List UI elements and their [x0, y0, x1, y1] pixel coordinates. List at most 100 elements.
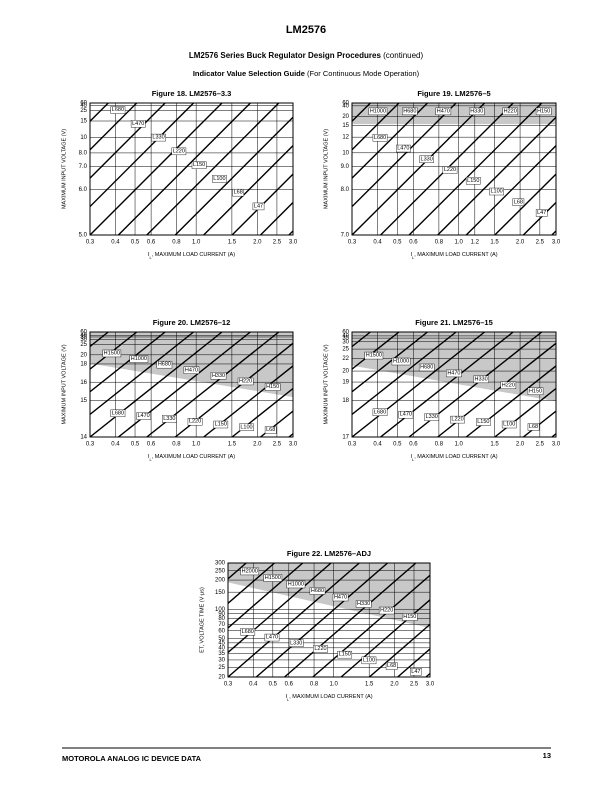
- plot-frame: [351, 331, 557, 438]
- diagonal: [408, 103, 543, 235]
- region-label-box: [210, 372, 227, 380]
- x-tick-label: 1.5: [365, 682, 374, 688]
- x-tick-label: 0.3: [224, 682, 233, 688]
- y-axis-label: ET, VOLTAGE TIME (V·μs): [199, 587, 205, 653]
- diagonal: [255, 563, 389, 677]
- x-axis-label-rest: , MAXIMUM LOAD CURRENT (A): [152, 454, 235, 460]
- y-tick-label: 15: [342, 123, 349, 129]
- y-axis-label: MAXIMUM INPUT VOLTAGE (V): [323, 129, 329, 209]
- region-label: L470: [400, 412, 412, 418]
- plot-frame: [351, 102, 557, 236]
- region-label: H680: [311, 588, 324, 594]
- region-label: L68: [387, 663, 396, 669]
- x-tick-label: 0.6: [147, 240, 156, 246]
- y-tick-label: 35: [80, 335, 87, 341]
- x-tick-label: 1.5: [490, 442, 499, 448]
- x-tick-label: 2.5: [273, 240, 282, 246]
- x-tick-label: 2.5: [410, 682, 419, 688]
- y-tick-label: 8.0: [341, 187, 350, 193]
- region-label-box: [501, 420, 517, 429]
- region-label: H330: [357, 601, 370, 607]
- x-tick-label: 3.0: [289, 442, 298, 448]
- region-label: L330: [421, 156, 433, 162]
- region-label: L150: [467, 178, 479, 184]
- region-label-box: [332, 593, 349, 602]
- diagonal: [312, 574, 430, 677]
- y-tick-label: 15: [80, 119, 87, 125]
- region-label: L220: [451, 417, 463, 423]
- region-label: H1500: [265, 575, 281, 581]
- region-label-box: [500, 381, 517, 390]
- y-tick-label: 25: [218, 665, 225, 671]
- diagonal: [228, 563, 304, 629]
- region-label: L330: [426, 414, 438, 420]
- x-axis-label-sub: L: [149, 457, 152, 462]
- region-label: L680: [112, 107, 124, 113]
- diagonal: [203, 144, 293, 235]
- diagonal: [90, 103, 109, 123]
- region-label: H330: [470, 108, 483, 114]
- region-label-box: [187, 418, 203, 426]
- y-tick-label: 80: [218, 616, 225, 622]
- region-label: H470: [185, 367, 198, 373]
- x-tick-label: 0.4: [373, 240, 382, 246]
- y-tick-label: 30: [218, 658, 225, 664]
- region-label: L100: [213, 176, 225, 182]
- diagonal: [352, 103, 457, 208]
- diagonal: [352, 103, 486, 235]
- x-tick-label: 2.0: [390, 682, 399, 688]
- region-label-box: [288, 639, 304, 647]
- y-tick-label: 9.0: [341, 164, 350, 170]
- region-label: H2000: [242, 568, 258, 574]
- y-tick-label: 60: [80, 330, 87, 336]
- diagonal: [368, 623, 430, 677]
- x-tick-label: 0.8: [172, 240, 181, 246]
- figure-title: Figure 20. LM2576–12: [153, 318, 231, 327]
- region-label-box: [151, 133, 166, 142]
- region-label: L680: [374, 409, 386, 415]
- region-label-box: [435, 107, 452, 116]
- figure-title: Figure 22. LM2576–ADJ: [287, 549, 371, 558]
- y-tick-label: 20: [342, 369, 349, 375]
- diagonal: [522, 410, 556, 437]
- x-tick-label: 2.0: [253, 240, 262, 246]
- x-tick-label: 0.4: [111, 240, 120, 246]
- y-tick-label: 300: [215, 561, 226, 567]
- x-axis-label-main: I: [148, 252, 150, 258]
- subtitle: LM2576 Series Buck Regulator Design Proc…: [189, 51, 424, 60]
- x-axis-label: IL, MAXIMUM LOAD CURRENT (A): [148, 252, 235, 259]
- y-tick-label: 40: [80, 103, 87, 109]
- region-label-box: [372, 408, 388, 416]
- y-tick-label: 250: [215, 568, 226, 574]
- y-tick-label: 19: [342, 380, 349, 386]
- y-tick-label: 6.0: [79, 187, 88, 193]
- region-label: H680: [158, 362, 171, 368]
- subtitle-main: LM2576 Series Buck Regulator Design Proc…: [189, 51, 382, 60]
- region-label-box: [162, 415, 177, 423]
- x-tick-label: 0.8: [172, 442, 181, 448]
- y-tick-label: 7.0: [341, 233, 350, 239]
- diagonal: [228, 563, 247, 580]
- y-tick-label: 25: [342, 347, 349, 353]
- region-label-box: [213, 420, 229, 429]
- region-label-box: [237, 377, 254, 386]
- region-label-box: [402, 613, 418, 621]
- x-tick-label: 1.0: [192, 240, 201, 246]
- region-label-box: [476, 418, 491, 426]
- x-tick-label: 0.6: [147, 442, 156, 448]
- region-label: H150: [403, 614, 416, 620]
- diagonal: [551, 432, 556, 437]
- x-axis-label-main: I: [410, 454, 412, 460]
- region-label-box: [129, 355, 149, 363]
- x-axis-label-rest: , MAXIMUM LOAD CURRENT (A): [289, 694, 372, 700]
- x-axis-label-sub: L: [287, 697, 290, 702]
- y-tick-label: 16: [80, 380, 87, 386]
- region-label-box: [239, 423, 254, 432]
- region-label-box: [372, 134, 388, 142]
- region-label: H330: [475, 376, 488, 382]
- diagonal: [465, 144, 556, 235]
- x-axis-label-rest: , MAXIMUM LOAD CURRENT (A): [414, 252, 497, 258]
- y-tick-label: 35: [342, 336, 349, 342]
- region-label: L330: [152, 135, 164, 141]
- x-axis-label: IL, MAXIMUM LOAD CURRENT (A): [285, 694, 372, 701]
